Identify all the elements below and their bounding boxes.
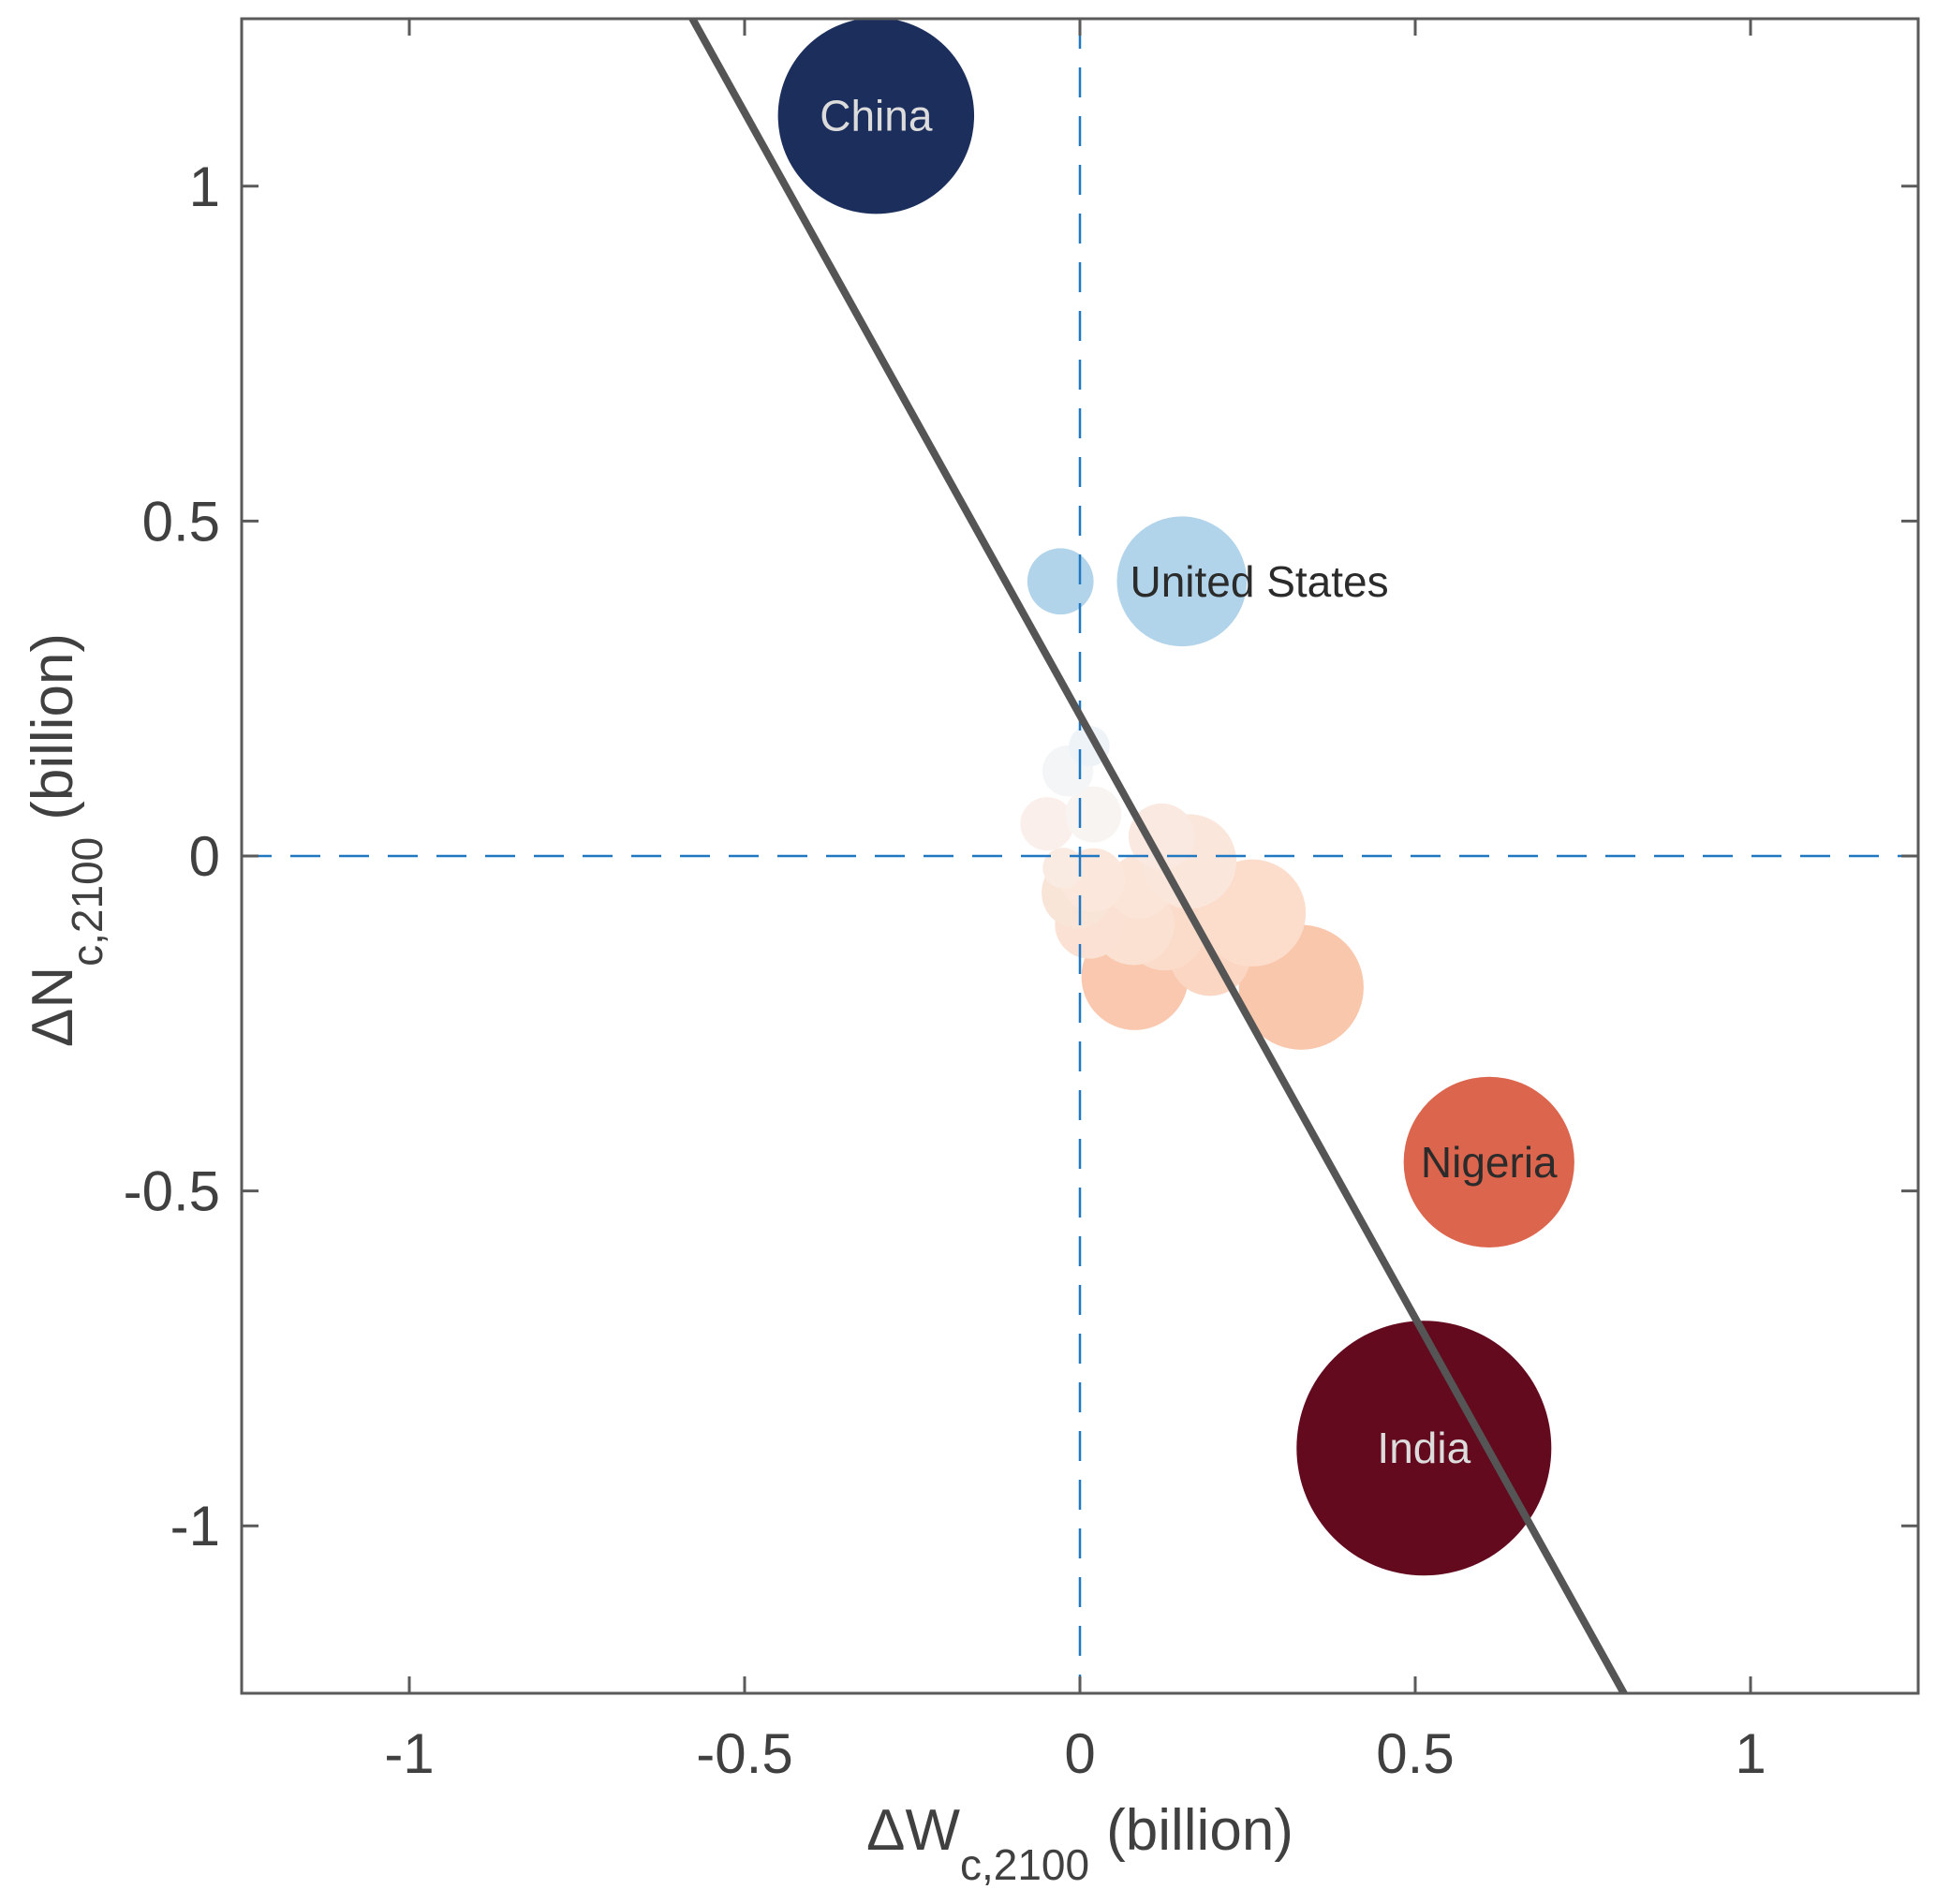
x-tick-label: 0.5 — [1376, 1722, 1454, 1785]
reference-lines — [242, 19, 1918, 1693]
bubble-united-states — [1116, 516, 1248, 647]
y-tick-label: -0.5 — [124, 1160, 220, 1223]
bubble — [1042, 848, 1084, 889]
bubble-labels-layer: United States China Nigeria India — [820, 92, 1558, 1473]
bubble — [1128, 803, 1195, 870]
y-axis-label-main: ΔN — [21, 967, 85, 1047]
bubble-label-china: China — [820, 92, 933, 140]
x-tick-labels: -1 -0.5 0 0.5 1 — [384, 1722, 1766, 1785]
x-axis-label-unit: (billion) — [1106, 1798, 1293, 1863]
bubble-label-india: India — [1377, 1424, 1470, 1472]
y-tick-labels: -1 -0.5 0 0.5 1 — [124, 155, 220, 1557]
bubble — [1020, 797, 1074, 851]
y-axis-label: ΔNc,2100 (billion) — [21, 633, 111, 1047]
bubble-india — [1296, 1321, 1552, 1576]
x-tick-label: -0.5 — [696, 1722, 792, 1785]
bubble-china — [777, 19, 975, 214]
y-axis-label-unit: (billion) — [21, 633, 85, 820]
fit-line — [687, 19, 1629, 1693]
bubble — [1027, 548, 1094, 615]
x-axis-label-sub: c,2100 — [960, 1840, 1089, 1889]
x-tick-label: -1 — [384, 1722, 434, 1785]
y-tick-label: 1 — [189, 155, 220, 218]
axis-ticks — [242, 19, 1918, 1693]
y-tick-label: 0.5 — [142, 490, 220, 553]
bubble-nigeria — [1403, 1076, 1574, 1247]
x-tick-label: 1 — [1735, 1722, 1766, 1785]
x-axis-label-main: ΔW — [866, 1798, 960, 1863]
bubble-label-united-states: United States — [1130, 557, 1388, 606]
x-tick-label: 0 — [1064, 1722, 1095, 1785]
bubbles-layer — [777, 19, 1574, 1576]
y-axis-label-sub: c,2100 — [63, 837, 111, 967]
y-tick-label: -1 — [170, 1495, 220, 1557]
bubble-label-nigeria: Nigeria — [1421, 1138, 1558, 1187]
y-tick-label: 0 — [189, 825, 220, 888]
x-axis-label: ΔWc,2100 (billion) — [866, 1798, 1293, 1889]
fit-line-layer — [687, 19, 1629, 1693]
